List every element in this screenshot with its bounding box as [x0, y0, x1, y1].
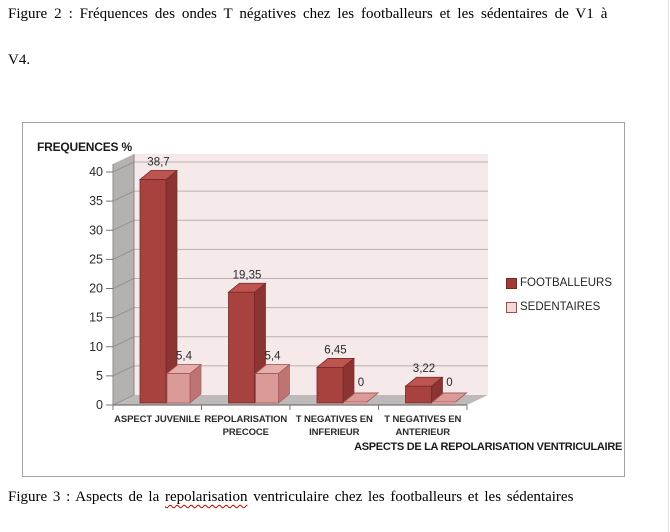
legend-item-sedentaires: SEDENTAIRES	[506, 301, 612, 313]
category-label: INFERIEUR	[309, 427, 360, 438]
value-label: 19,35	[233, 269, 262, 281]
wall-gridline	[112, 248, 135, 260]
category-label: T NEGATIVES EN	[296, 414, 373, 425]
figure3-misspelled-word: repolarisation	[164, 489, 248, 505]
figure2-chart-object[interactable]: 0 5 10 15 20 25 30 35 40 38,7 5,4 19,35 5,4 6,45 0 3,22…	[22, 122, 625, 477]
figure2-caption-line2: V4.	[8, 52, 31, 68]
wall-gridline	[112, 365, 135, 377]
y-tick-label: 10	[89, 340, 103, 354]
category-label: REPOLARISATION	[204, 414, 287, 425]
y-tick-label: 30	[89, 223, 103, 237]
y-axis-title: FREQUENCES %	[37, 140, 132, 154]
y-tick-label: 40	[89, 165, 103, 179]
bar-sedentaires-3-flat-front	[432, 402, 456, 404]
y-tick-label: 15	[89, 311, 103, 325]
bar-footballeurs-0-front	[139, 179, 167, 404]
bar-footballeurs-2-front	[316, 367, 344, 404]
wall-gridline	[112, 394, 135, 406]
value-label: 0	[446, 377, 452, 389]
category-label: T NEGATIVES EN	[384, 414, 461, 425]
wall-gridline	[112, 161, 135, 173]
wall-gridline	[112, 307, 135, 319]
chart-back-wall	[134, 154, 488, 395]
bar-sedentaires-0-front	[166, 373, 191, 404]
figure2-caption-line1: Figure 2 : Fréquences des ondes T négati…	[8, 6, 608, 22]
figure3-text-suffix: ventriculaire chez les footballeurs et l…	[247, 489, 574, 505]
bar-footballeurs-1-front	[228, 291, 255, 404]
y-tick-label: 0	[96, 398, 103, 412]
y-tick-label: 5	[96, 369, 103, 383]
bar-chart-canvas: 0 5 10 15 20 25 30 35 40 38,7 5,4 19,35 5,4 6,45 0 3,22…	[89, 154, 488, 438]
legend-swatch-icon	[506, 301, 517, 313]
value-label: 6,45	[324, 344, 346, 356]
legend-label: FOOTBALLEURS	[520, 277, 613, 289]
legend-swatch-icon	[506, 277, 517, 289]
value-label: 3,22	[413, 363, 435, 375]
wall-gridline	[112, 219, 135, 231]
y-tick-label: 35	[89, 194, 103, 208]
category-label: ASPECT JUVENILE	[114, 414, 200, 425]
value-label: 5,4	[176, 351, 193, 363]
legend-item-footballeurs: FOOTBALLEURS	[506, 277, 612, 289]
bar-sedentaires-1-front	[255, 373, 279, 404]
value-label: 0	[358, 377, 364, 389]
figure3-text-prefix: Figure 3 : Aspects de la	[8, 489, 165, 505]
wall-gridline	[112, 336, 135, 348]
chart-legend: FOOTBALLEURS SEDENTAIRES	[506, 277, 612, 313]
figure3-caption: Figure 3 : Aspects de la repolarisation …	[8, 489, 573, 506]
window-right-edge	[668, 0, 669, 532]
bar-footballeurs-3-front	[405, 385, 432, 404]
legend-label: SEDENTAIRES	[520, 301, 601, 313]
chart-left-wall	[113, 154, 134, 405]
wall-gridline	[112, 190, 135, 202]
wall-gridline	[112, 278, 135, 289]
y-tick-label: 20	[89, 282, 103, 296]
chart-floor	[113, 395, 488, 405]
y-tick-label: 25	[89, 252, 103, 266]
bar-sedentaires-2-flat-front	[344, 402, 367, 404]
category-label: PRECOCE	[223, 427, 269, 438]
value-label: 5,4	[265, 351, 282, 363]
value-label: 38,7	[147, 157, 169, 169]
x-axis-title: ASPECTS DE LA REPOLARISATION VENTRICULAI…	[354, 441, 622, 453]
category-label: ANTERIEUR	[395, 427, 450, 438]
